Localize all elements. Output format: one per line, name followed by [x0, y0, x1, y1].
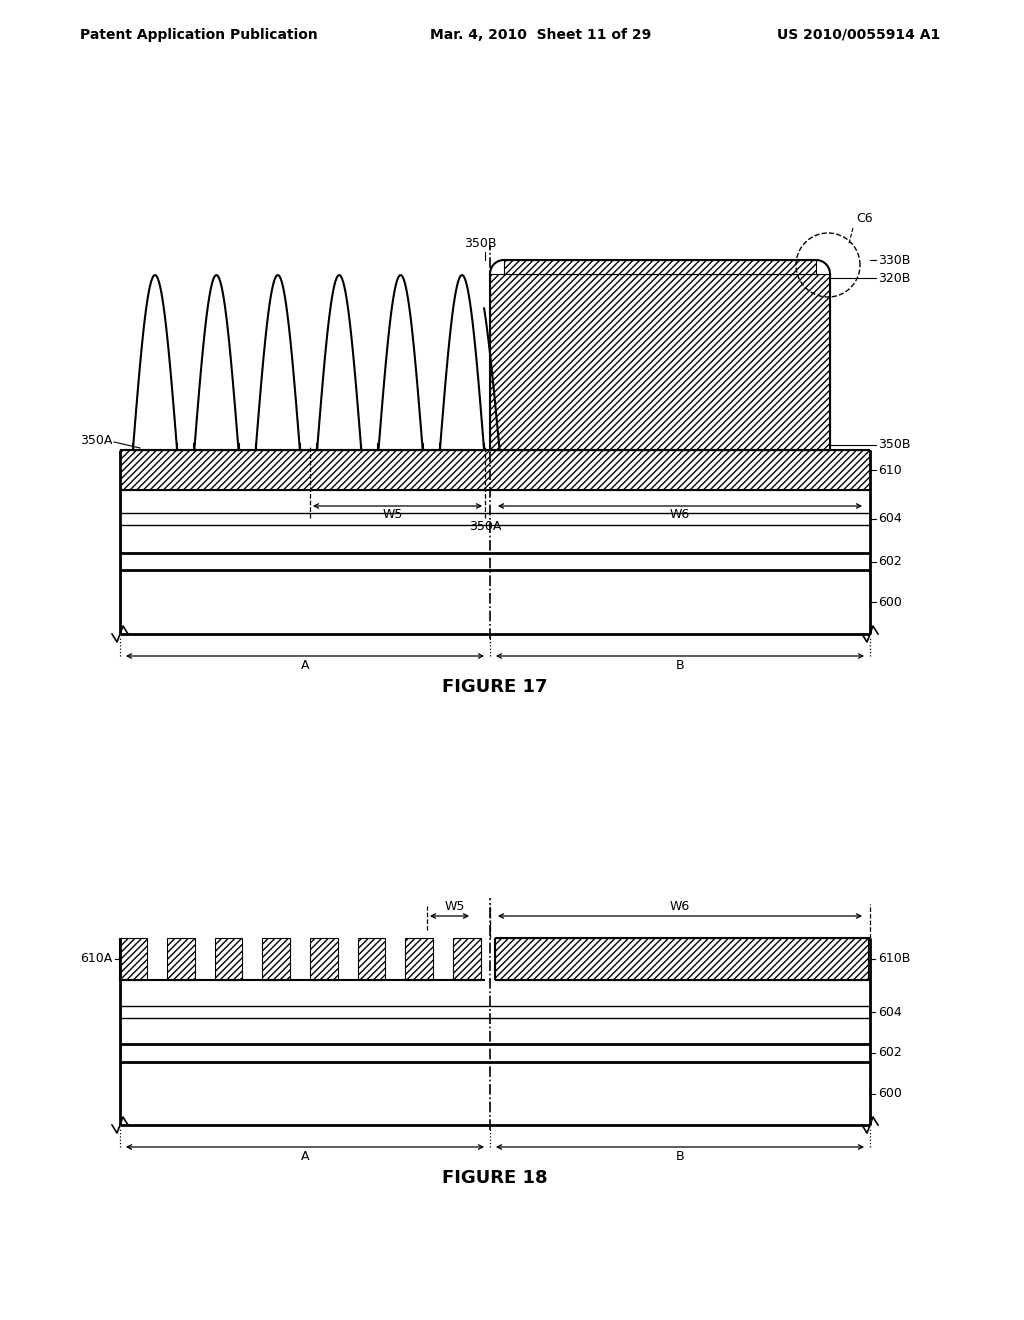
Bar [167, 939, 195, 979]
Bar [262, 939, 290, 979]
Bar [495, 939, 868, 979]
Text: 350B: 350B [464, 238, 497, 249]
Bar [504, 260, 816, 275]
Text: C6: C6 [856, 213, 872, 224]
Bar [215, 939, 243, 979]
Text: 320B: 320B [878, 272, 910, 285]
Bar [406, 939, 433, 979]
Text: W6: W6 [670, 508, 690, 521]
Text: 602: 602 [878, 1047, 902, 1060]
Text: A: A [301, 1150, 309, 1163]
Bar [454, 939, 481, 979]
Text: 610: 610 [878, 463, 902, 477]
Bar [357, 939, 385, 979]
Text: FIGURE 18: FIGURE 18 [442, 1170, 548, 1187]
Text: W5: W5 [382, 508, 402, 521]
Bar [490, 275, 830, 450]
Text: 350A: 350A [469, 520, 501, 533]
Text: B: B [676, 659, 684, 672]
Text: 600: 600 [878, 1086, 902, 1100]
Text: 610B: 610B [878, 953, 910, 965]
Bar [119, 939, 146, 979]
Text: US 2010/0055914 A1: US 2010/0055914 A1 [777, 28, 940, 42]
Text: 604: 604 [878, 512, 902, 525]
Text: 350B: 350B [878, 438, 910, 451]
Text: FIGURE 17: FIGURE 17 [442, 678, 548, 696]
Text: 604: 604 [878, 1006, 902, 1019]
Text: Mar. 4, 2010  Sheet 11 of 29: Mar. 4, 2010 Sheet 11 of 29 [430, 28, 651, 42]
Text: 602: 602 [878, 554, 902, 568]
Text: A: A [301, 659, 309, 672]
Text: 330B: 330B [878, 253, 910, 267]
Text: W6: W6 [670, 900, 690, 913]
Text: Patent Application Publication: Patent Application Publication [80, 28, 317, 42]
Text: B: B [676, 1150, 684, 1163]
Bar [310, 939, 338, 979]
Text: 600: 600 [878, 595, 902, 609]
Text: W5: W5 [444, 900, 465, 913]
Text: 610A: 610A [80, 953, 112, 965]
Text: 350A: 350A [80, 433, 112, 446]
Bar [120, 450, 870, 490]
